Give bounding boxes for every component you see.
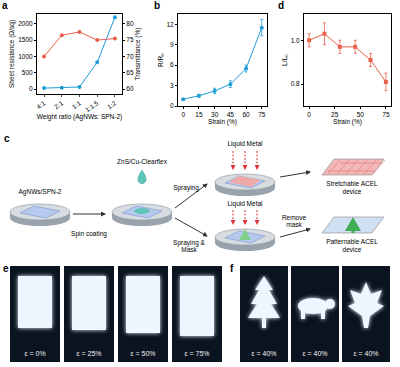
svg-text:4:1: 4:1 (35, 99, 47, 110)
html-text:b: b (154, 0, 161, 11)
svg-text:ε = 40%: ε = 40% (251, 350, 276, 357)
svg-text:L/L₀: L/L₀ (281, 54, 288, 66)
svg-text:Mask: Mask (181, 246, 197, 253)
svg-text:Spin coating: Spin coating (71, 230, 107, 238)
html-text:d: d (278, 0, 285, 11)
svg-text:3: 3 (170, 82, 174, 89)
svg-text:c: c (4, 133, 10, 144)
html-text:a: a (2, 0, 8, 11)
svg-text:Spraying: Spraying (173, 184, 199, 192)
svg-text:ε = 50%: ε = 50% (130, 350, 155, 357)
svg-text:ε = 0%: ε = 0% (24, 350, 45, 357)
svg-text:Transmittance (%): Transmittance (%) (134, 28, 142, 81)
svg-text:1500: 1500 (18, 36, 33, 43)
svg-text:ε = 75%: ε = 75% (184, 350, 209, 357)
svg-text:2000: 2000 (18, 20, 33, 27)
svg-text:1:1.5: 1:1.5 (84, 99, 100, 113)
svg-text:60: 60 (242, 111, 250, 118)
svg-text:80: 80 (126, 20, 134, 27)
svg-text:Stretchable ACEL: Stretchable ACEL (326, 180, 378, 187)
svg-text:e: e (3, 263, 9, 274)
svg-text:Liquid Metal: Liquid Metal (227, 200, 263, 208)
svg-text:Strain (%): Strain (%) (208, 118, 237, 126)
svg-text:12: 12 (166, 20, 174, 27)
svg-text:ZnS/Cu-Clearflex: ZnS/Cu-Clearflex (117, 158, 168, 165)
svg-text:mask: mask (286, 221, 302, 228)
svg-text:50: 50 (357, 111, 365, 118)
svg-text:0.8: 0.8 (291, 80, 300, 87)
svg-text:75: 75 (126, 36, 134, 43)
svg-text:1:2: 1:2 (106, 99, 118, 110)
svg-text:0: 0 (29, 85, 33, 92)
svg-text:15: 15 (195, 111, 203, 118)
svg-text:75: 75 (258, 111, 266, 118)
svg-text:ε = 40%: ε = 40% (302, 350, 327, 357)
svg-text:60: 60 (126, 85, 134, 92)
svg-text:device: device (343, 188, 362, 195)
svg-text:ε = 40%: ε = 40% (353, 350, 378, 357)
svg-text:Remove: Remove (282, 214, 307, 221)
svg-text:1.0: 1.0 (291, 37, 300, 44)
svg-text:45: 45 (227, 111, 235, 118)
svg-text:6: 6 (170, 61, 174, 68)
svg-text:Liquid Metal: Liquid Metal (227, 140, 263, 148)
svg-text:9: 9 (170, 41, 174, 48)
svg-text:75: 75 (382, 111, 390, 118)
svg-text:Sheet resistance (Ω/sq): Sheet resistance (Ω/sq) (8, 20, 16, 88)
svg-text:0: 0 (170, 102, 174, 109)
svg-text:Patternable ACEL: Patternable ACEL (326, 238, 378, 245)
svg-text:1000: 1000 (18, 53, 33, 60)
svg-text:1:1: 1:1 (71, 99, 83, 110)
svg-text:0: 0 (307, 111, 311, 118)
svg-text:2:1: 2:1 (53, 99, 65, 110)
svg-text:Spraying &: Spraying & (173, 239, 205, 246)
svg-text:R/R₀: R/R₀ (157, 53, 164, 67)
svg-text:70: 70 (126, 53, 134, 60)
svg-text:65: 65 (126, 69, 134, 76)
svg-text:device: device (343, 246, 362, 253)
svg-text:Strain (%): Strain (%) (333, 118, 362, 126)
svg-text:ε = 25%: ε = 25% (76, 350, 101, 357)
svg-text:f: f (230, 263, 234, 274)
svg-text:AgNWs/SPN-2: AgNWs/SPN-2 (19, 188, 62, 196)
svg-text:25: 25 (331, 111, 339, 118)
svg-text:500: 500 (22, 69, 33, 76)
svg-text:Weight ratio (AgNWs: SPN-2): Weight ratio (AgNWs: SPN-2) (37, 113, 122, 121)
svg-text:0: 0 (181, 111, 185, 118)
svg-text:30: 30 (211, 111, 219, 118)
